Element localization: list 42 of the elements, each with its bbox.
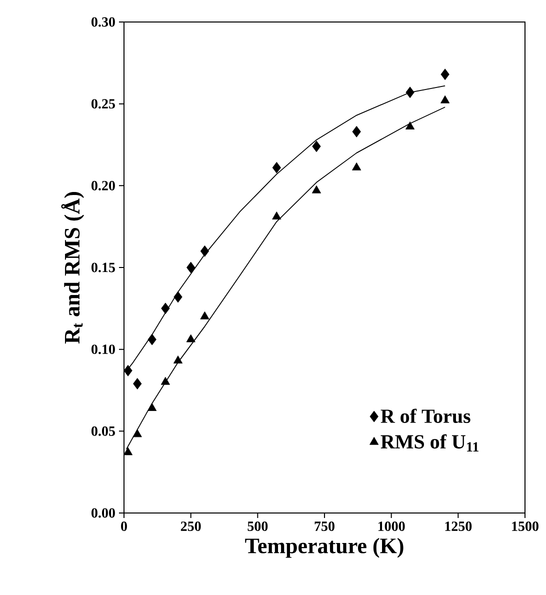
point: [200, 245, 210, 257]
y-tick-label: 0.30: [91, 17, 115, 27]
y-tick-label: 0.05: [91, 426, 115, 436]
point: [272, 212, 282, 220]
point: [200, 311, 210, 320]
y-tick-label: 0.15: [91, 262, 115, 272]
point: [440, 68, 450, 80]
x-axis-title: Temperature (K): [245, 538, 404, 558]
y-tick-label: 0.20: [91, 180, 115, 190]
point: [406, 122, 415, 130]
point: [160, 376, 170, 385]
point: [352, 162, 362, 170]
point: [148, 334, 156, 346]
point: [148, 403, 157, 411]
x-tick-label: 750: [314, 522, 334, 531]
x-tick-label: 1000: [378, 522, 405, 531]
x-tick-label: 250: [180, 522, 201, 531]
x-tick-label: 1500: [512, 522, 538, 531]
point: [123, 447, 133, 456]
y-tick-label: 0.25: [91, 99, 115, 109]
point: [174, 291, 182, 303]
point: [173, 356, 183, 364]
x-tick-label: 1250: [445, 522, 472, 531]
legend-label: RMS of U$_{11}$: [380, 434, 478, 452]
x-tick-label: 500: [248, 522, 268, 531]
point: [132, 429, 142, 438]
y-tick-label: 0.00: [91, 508, 115, 518]
y-tick-label: 0.10: [91, 344, 115, 354]
legend-label: R of Torus: [380, 408, 470, 424]
point: [186, 262, 196, 274]
point: [161, 302, 170, 314]
point: [312, 185, 322, 194]
x-tick-label: 0: [121, 522, 127, 531]
point: [124, 364, 132, 376]
point: [352, 126, 361, 138]
point: [312, 140, 321, 152]
point: [406, 86, 414, 98]
point: [133, 378, 142, 390]
point: [186, 334, 196, 342]
point: [272, 162, 281, 174]
point: [440, 95, 450, 104]
y-axis-title: R$_{t}$ and RMS (Å): [61, 192, 84, 344]
